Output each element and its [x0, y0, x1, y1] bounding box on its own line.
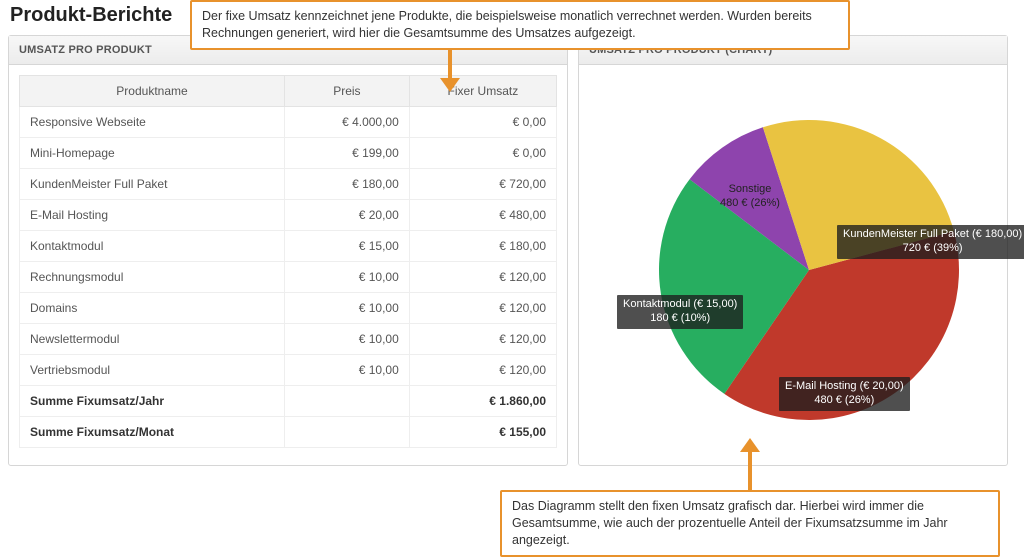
table-row: Mini-Homepage€ 199,00€ 0,00 [20, 138, 557, 169]
callout-top: Der fixe Umsatz kennzeichnet jene Produk… [190, 0, 850, 50]
table-row: Kontaktmodul€ 15,00€ 180,00 [20, 231, 557, 262]
arrow-up-icon [740, 438, 760, 490]
table-summary-row: Summe Fixumsatz/Jahr€ 1.860,00 [20, 386, 557, 417]
table-row: Vertriebsmodul€ 10,00€ 120,00 [20, 355, 557, 386]
table-row: Domains€ 10,00€ 120,00 [20, 293, 557, 324]
pie-chart: KundenMeister Full Paket (€ 180,00)720 €… [589, 75, 997, 455]
table-row: Responsive Webseite€ 4.000,00€ 0,00 [20, 107, 557, 138]
col-2: Fixer Umsatz [409, 76, 556, 107]
col-0: Produktname [20, 76, 285, 107]
panel-chart: UMSATZ PRO PRODUKT (CHART) KundenMeister… [578, 35, 1008, 466]
pie-label: Sonstige480 € (26%) [714, 180, 786, 214]
callout-bottom: Das Diagramm stellt den fixen Umsatz gra… [500, 490, 1000, 557]
product-table: ProduktnamePreisFixer Umsatz Responsive … [19, 75, 557, 448]
pie-label: Kontaktmodul (€ 15,00)180 € (10%) [617, 295, 743, 329]
pie-label: E-Mail Hosting (€ 20,00)480 € (26%) [779, 377, 910, 411]
pie-label: KundenMeister Full Paket (€ 180,00)720 €… [837, 225, 1024, 259]
table-row: E-Mail Hosting€ 20,00€ 480,00 [20, 200, 557, 231]
col-1: Preis [284, 76, 409, 107]
table-row: Newslettermodul€ 10,00€ 120,00 [20, 324, 557, 355]
table-row: Rechnungsmodul€ 10,00€ 120,00 [20, 262, 557, 293]
table-summary-row: Summe Fixumsatz/Monat€ 155,00 [20, 417, 557, 448]
panel-table: UMSATZ PRO PRODUKT ProduktnamePreisFixer… [8, 35, 568, 466]
table-row: KundenMeister Full Paket€ 180,00€ 720,00 [20, 169, 557, 200]
